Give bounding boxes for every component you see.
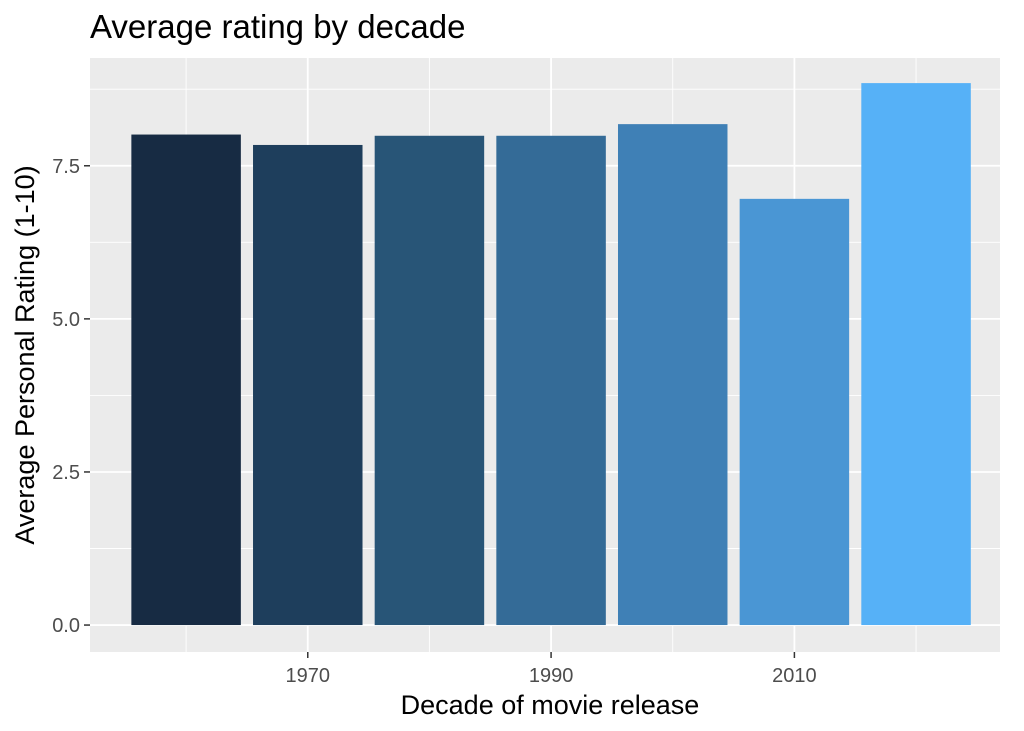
y-axis-label: Average Personal Rating (1-10) [10,165,40,544]
y-tick-label: 7.5 [52,156,80,178]
x-tick-label: 2010 [772,665,817,687]
bars [131,83,971,626]
chart-title: Average rating by decade [90,8,466,45]
bar-2000 [617,124,728,626]
x-axis-label: Decade of movie release [401,690,700,720]
x-axis: 1970 1990 2010 [286,652,817,687]
y-tick-label: 5.0 [52,309,80,331]
y-axis: 0.0 2.5 5.0 7.5 [52,156,90,637]
bar-2020 [861,83,971,626]
bar-1990 [496,135,606,626]
bar-1980 [374,135,485,626]
bar-1960 [131,134,241,626]
bar-1970 [253,144,363,626]
x-tick-label: 1990 [529,665,574,687]
x-tick-label: 1970 [286,665,331,687]
y-tick-label: 2.5 [52,462,80,484]
bar-2010 [739,198,850,626]
y-tick-label: 0.0 [52,615,80,637]
